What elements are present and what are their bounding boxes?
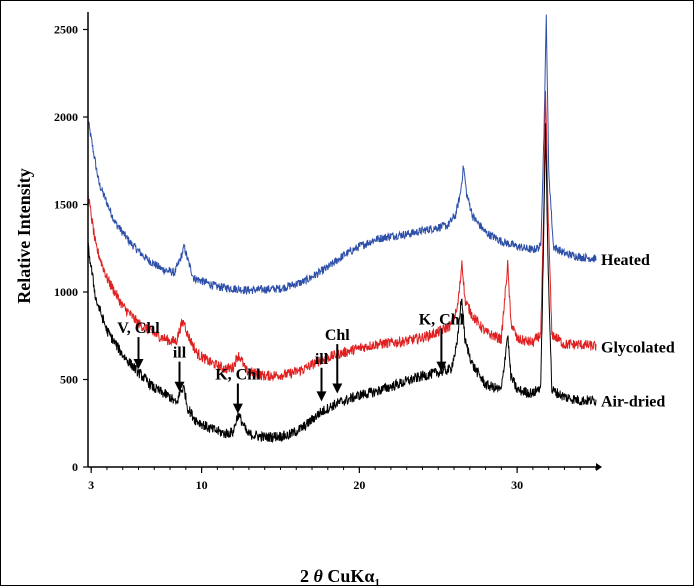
peak-arrow-head <box>332 383 343 394</box>
series-line-air-dried <box>87 123 597 444</box>
x-tick-label: 10 <box>196 478 208 492</box>
series-label-glycolated: Glycolated <box>601 339 675 356</box>
peak-annotation: ill <box>315 351 329 402</box>
series-label-heated: Heated <box>601 252 650 269</box>
series-layer <box>87 14 597 444</box>
peak-label: V, Chl <box>117 320 160 337</box>
series-line-glycolated <box>87 90 597 382</box>
y-tick-label: 500 <box>60 373 78 387</box>
x-axis-label: 2 θ CuKα1 <box>300 566 380 588</box>
peak-annotation: K, Chl <box>215 367 261 414</box>
axes-layer: 0 500 1000 1500 2000 2500 3 10 20 30 <box>54 12 602 492</box>
peak-arrow-head <box>436 361 447 372</box>
y-axis-label: Relative Intensity <box>14 168 34 303</box>
peak-label: K, Chl <box>215 367 261 384</box>
y-tick-label: 1500 <box>54 198 78 212</box>
y-tick-label: 2500 <box>54 23 78 37</box>
peak-label: ill <box>173 345 187 362</box>
peak-arrow-head <box>174 381 185 392</box>
peak-annotation: K, Chl <box>419 311 465 372</box>
peak-label: K, Chl <box>419 311 465 328</box>
y-tick-label: 0 <box>72 460 78 474</box>
peak-label: Chl <box>325 327 350 344</box>
y-tick-label: 1000 <box>54 285 78 299</box>
annotation-layer: Heated Glycolated Air-dried V, Chl ill K, Chl… <box>117 252 675 414</box>
peak-label: ill <box>315 351 329 368</box>
x-axis-arrow <box>596 463 602 471</box>
series-line-heated <box>87 14 597 296</box>
peak-arrow-head <box>316 391 327 402</box>
x-tick-label: 30 <box>511 478 523 492</box>
x-tick-label: 3 <box>88 478 94 492</box>
peak-annotation: Chl <box>325 327 350 394</box>
peak-arrow-head <box>133 359 144 369</box>
peak-annotation: ill <box>173 345 187 392</box>
series-label-air-dried: Air-dried <box>601 394 665 411</box>
peak-annotation: V, Chl <box>117 320 160 369</box>
y-tick-label: 2000 <box>54 110 78 124</box>
x-tick-label: 20 <box>353 478 365 492</box>
peak-arrow-head <box>232 403 243 414</box>
